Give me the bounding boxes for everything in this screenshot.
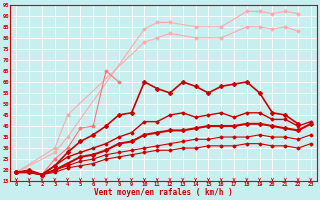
X-axis label: Vent moyen/en rafales ( km/h ): Vent moyen/en rafales ( km/h )	[94, 188, 233, 197]
